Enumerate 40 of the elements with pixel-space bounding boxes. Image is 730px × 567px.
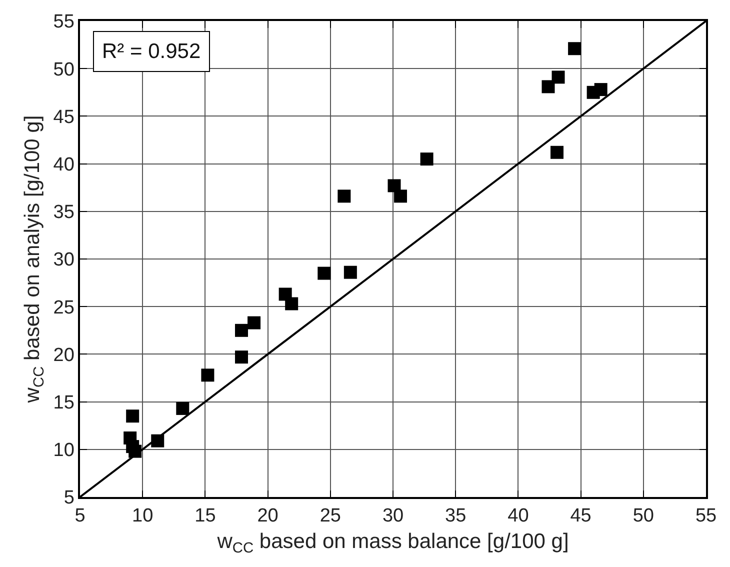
y-tick-label: 35 (53, 202, 74, 224)
x-tick-label: 55 (695, 506, 717, 527)
point (285, 297, 298, 310)
y-tick-label: 40 (53, 154, 74, 176)
point (344, 266, 357, 279)
point (552, 70, 565, 84)
point (550, 146, 564, 159)
point (126, 410, 140, 423)
y-tick-label: 45 (53, 106, 74, 128)
y-tick-label: 10 (53, 440, 74, 462)
point (235, 350, 248, 364)
annotation: R² = 0.952 (102, 40, 201, 63)
y-tick-label: 55 (53, 12, 74, 33)
x-tick-label: 15 (194, 506, 216, 527)
x-tick-label: 35 (445, 506, 466, 527)
y-tick-label: 30 (53, 250, 74, 271)
x-tick-label: 25 (320, 506, 341, 527)
y-tick-label: 50 (53, 59, 74, 80)
point (594, 83, 608, 96)
y-tick-label: 5 (64, 488, 74, 509)
x-tick-label: 10 (132, 506, 154, 527)
point (318, 266, 331, 280)
point (201, 368, 214, 382)
point (420, 152, 434, 166)
x-tick-label: 20 (257, 506, 278, 527)
x-axis-title: w$_{CC}$ based on mass balance [g/100 g] (216, 530, 569, 557)
point (338, 190, 351, 203)
point (248, 316, 261, 330)
point (176, 402, 190, 415)
y-tick-label: 15 (53, 392, 74, 414)
point (394, 190, 408, 203)
y-tick-label: 25 (53, 297, 74, 318)
point (235, 324, 248, 337)
x-tick-label: 30 (382, 506, 404, 527)
y-tick-label: 20 (53, 344, 74, 366)
point (542, 80, 555, 94)
x-tick-label: 50 (632, 506, 654, 527)
x-tick-label: 40 (508, 506, 529, 527)
point (568, 42, 582, 56)
x-tick-label: 45 (570, 506, 592, 527)
